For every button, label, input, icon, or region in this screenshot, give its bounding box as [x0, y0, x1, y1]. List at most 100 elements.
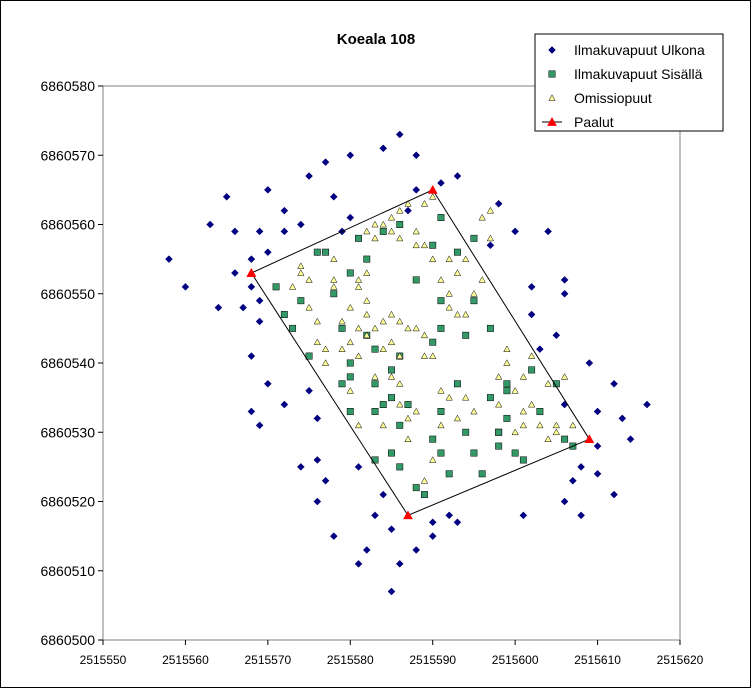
data-point: [503, 345, 511, 352]
data-point: [412, 186, 421, 194]
data-point: [470, 449, 478, 457]
legend-label: Paalut: [574, 114, 614, 130]
data-point: [396, 317, 404, 325]
data-point: [445, 511, 454, 520]
data-point: [355, 234, 362, 242]
data-point: [412, 324, 420, 332]
data-point: [453, 172, 462, 180]
data-point: [371, 324, 379, 332]
data-point: [420, 331, 429, 339]
data-point: [486, 206, 495, 214]
x-tick-label: 2515620: [657, 653, 704, 667]
data-point: [338, 324, 346, 332]
y-tick-label: 6860550: [40, 286, 95, 302]
data-point: [593, 407, 602, 416]
data-point: [280, 400, 289, 409]
data-point: [453, 380, 461, 388]
data-point: [395, 559, 404, 568]
data-point: [453, 518, 462, 527]
data-point: [354, 421, 363, 429]
data-point: [280, 311, 288, 318]
data-point: [462, 393, 470, 401]
data-point: [404, 200, 412, 207]
data-point: [593, 442, 602, 450]
data-point: [568, 476, 577, 485]
data-point: [445, 393, 453, 401]
data-point: [396, 221, 404, 228]
data-point: [313, 414, 322, 423]
y-tick-label: 6860540: [40, 355, 95, 371]
y-tick-label: 6860560: [40, 217, 95, 233]
data-point: [338, 317, 346, 325]
data-point: [305, 303, 313, 311]
data-point: [528, 352, 536, 359]
data-point: [470, 407, 478, 415]
data-point: [388, 366, 395, 374]
data-point: [379, 220, 387, 228]
data-point: [379, 317, 387, 325]
data-point: [470, 297, 478, 305]
data-point: [462, 331, 470, 339]
data-point: [412, 407, 420, 415]
data-point: [330, 283, 338, 290]
data-point: [346, 213, 355, 222]
data-point: [330, 276, 338, 283]
data-point: [395, 130, 404, 139]
data-point: [363, 255, 371, 263]
data-point: [437, 214, 445, 222]
data-point: [371, 380, 379, 388]
data-point: [214, 303, 223, 312]
data-point: [321, 476, 330, 485]
data-point: [247, 352, 256, 360]
data-point: [329, 532, 338, 540]
chart-title: Koeala 108: [337, 31, 415, 48]
data-point: [421, 491, 428, 499]
data-point: [288, 283, 297, 290]
data-point: [528, 366, 536, 374]
data-point: [354, 463, 363, 471]
data-point: [495, 373, 503, 380]
data-point: [519, 456, 527, 464]
data-point: [437, 324, 445, 332]
data-point: [297, 297, 305, 305]
data-point: [462, 428, 470, 436]
data-point: [453, 269, 462, 276]
data-point: [429, 338, 437, 346]
data-point: [404, 435, 412, 442]
data-point: [643, 400, 651, 409]
data-point: [437, 179, 445, 187]
x-tick-label: 2515600: [492, 653, 539, 667]
data-point: [593, 469, 602, 478]
data-point: [371, 220, 379, 228]
data-point: [379, 144, 388, 153]
y-tick-label: 6860500: [40, 632, 95, 648]
x-tick-label: 2515570: [244, 653, 291, 667]
data-point: [437, 408, 445, 415]
data-point: [486, 394, 494, 402]
data-point: [552, 331, 561, 340]
data-point: [560, 276, 569, 284]
data-point: [280, 206, 289, 215]
data-point: [503, 387, 511, 395]
data-point: [462, 255, 470, 262]
data-point: [437, 297, 445, 305]
legend-box: [534, 33, 724, 132]
legend-entry: Paalut: [542, 114, 614, 130]
data-point: [181, 282, 190, 291]
data-point: [330, 255, 338, 262]
data-point: [363, 227, 371, 235]
data-point: [445, 290, 453, 297]
data-point: [379, 490, 388, 499]
data-point: [264, 379, 272, 388]
data-point: [494, 199, 503, 208]
data-point: [503, 359, 511, 366]
data-point: [428, 532, 437, 540]
data-point: [346, 359, 354, 367]
data-point: [412, 546, 421, 554]
data-point: [453, 414, 462, 422]
data-point: [486, 234, 495, 242]
data-point: [561, 435, 569, 443]
data-point: [495, 428, 503, 436]
data-point: [536, 345, 544, 354]
